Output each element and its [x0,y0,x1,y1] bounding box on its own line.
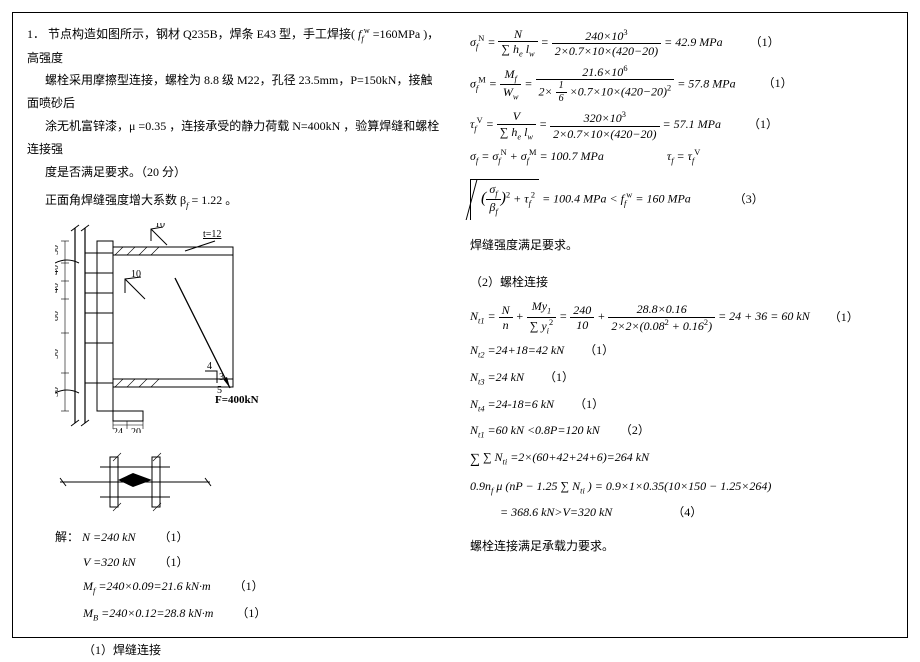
eq-Nt1: Nt1 = Nn + My1∑ yi2 = 24010 + 28.8×0.162… [470,299,893,336]
svg-text:50: 50 [55,245,61,255]
weld-conclusion: 焊缝强度满足要求。 [470,234,893,257]
page-frame: 1． 节点构造如图所示，钢材 Q235B，焊条 E43 型，手工焊接( ffw … [12,12,908,638]
right-column: σfN = N∑ he lw = 240×1032×0.7×10×(420−20… [460,23,893,627]
w10-top: 10 [155,223,165,230]
eq-friction: 0.9nf μ (nP − 1.25 ∑ Nti ) = 0.9×1×0.35(… [470,476,893,499]
beta-line: 正面角焊缝强度增大系数 βf = 1.22 。 [27,189,440,213]
svg-text:20: 20 [131,427,141,433]
svg-text:40: 40 [55,265,61,275]
force-label: F=400kN [215,394,259,406]
bolt-conclusion: 螺栓连接满足承载力要求。 [470,535,893,558]
eq-sigmaM: σfM = MfWw = 21.6×106 2× 16 ×0.7×10×(420… [470,64,893,105]
w10-mid: 10 [131,269,141,280]
svg-text:90: 90 [55,349,61,359]
svg-text:50: 50 [55,387,61,397]
main-figure: 10 10 435 t=12 F=400kN [55,223,440,437]
section-1-title: （1）焊缝连接 [83,639,440,662]
problem-number: 1． [27,27,45,41]
sol-N: 解： N =240 kN （1） [55,527,440,547]
sol-Mf: Mf =240×0.09=21.6 kN·m （1） [83,576,440,599]
svg-text:3: 3 [219,372,224,383]
eq-sumNti: ∑ ∑ Nti =2×(60+42+24+6)=264 kN [470,447,893,472]
eq-tauV: τfV = V∑ he lw = 320×1032×0.7×10×(420−20… [470,109,893,142]
sol-V: V =320 kN （1） [83,552,440,572]
eq-friction-res: = 368.6 kN>V=320 kN（4） [500,502,893,522]
section-figure [55,447,440,521]
left-column: 1． 节点构造如图所示，钢材 Q235B，焊条 E43 型，手工焊接( ffw … [27,23,460,627]
eq-Nt1-check: Nt1 =60 kN <0.8P=120 kN（2） [470,420,893,443]
fw-symbol: ffw [358,27,373,41]
problem-text: 1． 节点构造如图所示，钢材 Q235B，焊条 E43 型，手工焊接( ffw … [27,23,440,183]
eq-sigmaN: σfN = N∑ he lw = 240×1032×0.7×10×(420−20… [470,27,893,60]
svg-text:4: 4 [207,361,212,372]
eq-sigma-sum: σf = σfN + σfM = 100.7 MPa τf = τfV [470,146,893,169]
eq-Nt3: Nt3 =24 kN（1） [470,367,893,390]
sol-MB: MB =240×0.12=28.8 kN·m （1） [83,603,440,626]
eq-Nt2: Nt2 =24+18=42 kN（1） [470,340,893,363]
eq-Nt4: Nt4 =24-18=6 kN（1） [470,394,893,417]
svg-text:40: 40 [55,283,61,293]
svg-text:80: 80 [55,311,61,321]
t-label: t=12 [203,229,221,240]
eq-combined: (σfβf)2 + τf2 = 100.4 MPa < ffw = 160 MP… [470,179,893,220]
section-2-title: （2）螺栓连接 [470,271,893,294]
svg-text:24: 24 [113,427,123,433]
